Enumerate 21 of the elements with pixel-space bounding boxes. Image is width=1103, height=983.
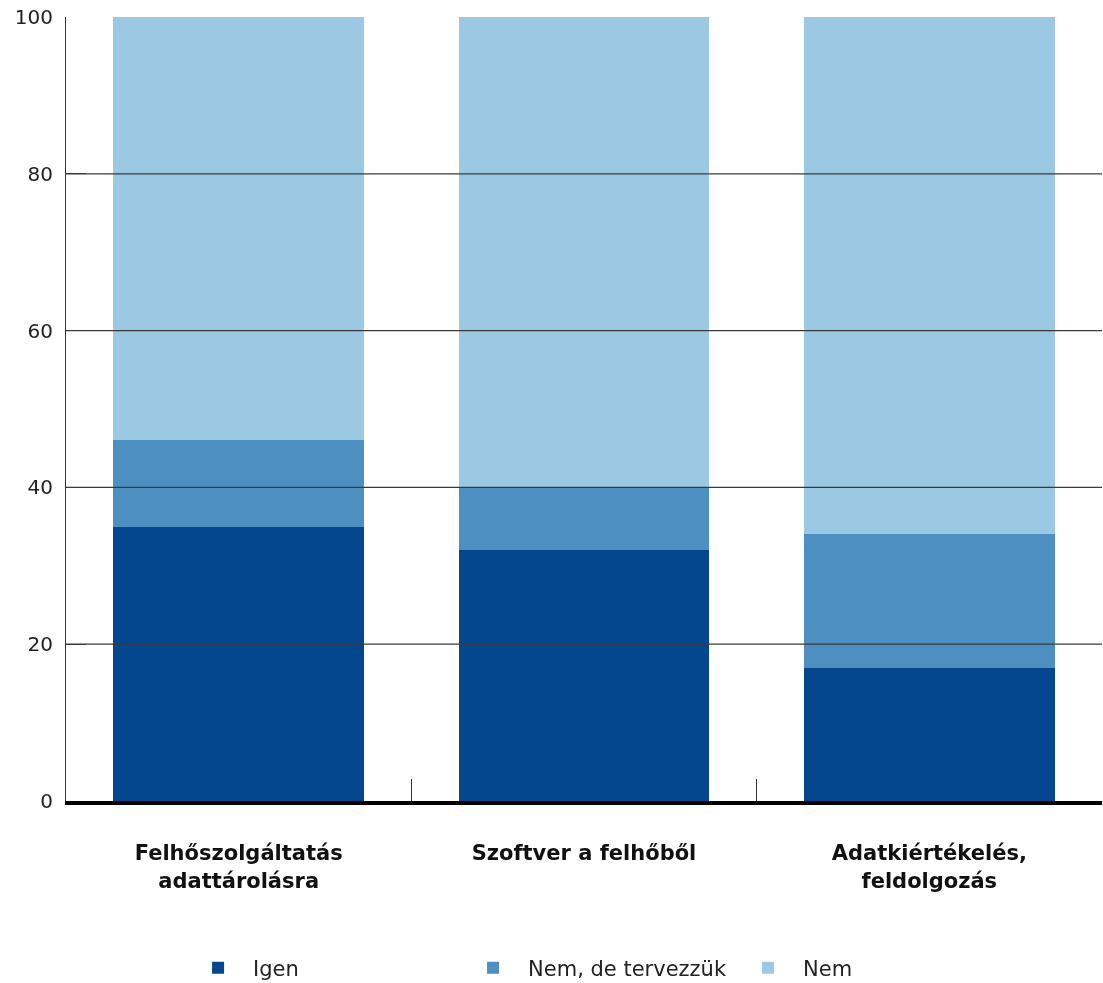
bar	[458, 550, 710, 801]
bar	[113, 526, 365, 801]
bar	[803, 534, 1055, 668]
x-tick-label: Szoftver a felhőből	[471, 841, 697, 866]
legend-label: Nem	[803, 956, 853, 981]
y-tick-label: 40	[27, 475, 53, 500]
y-tick-label: 100	[14, 5, 53, 29]
x-tick-label: Felhőszolgáltatás adattárolásra	[134, 841, 343, 893]
legend-label: Nem, de tervezzük	[528, 956, 727, 981]
bar	[803, 667, 1055, 801]
legend-label: Igen	[253, 956, 299, 981]
bar	[113, 17, 365, 441]
y-tick-label: 80	[27, 161, 53, 186]
y-tick-label: 0	[40, 789, 53, 813]
y-tick-label: 20	[27, 632, 53, 657]
bar	[458, 487, 710, 551]
x-tick-label: Adatkiértékelés, feldolgozás	[831, 841, 1027, 893]
bar	[458, 17, 710, 488]
bar	[803, 17, 1055, 535]
y-tick-label: 60	[27, 318, 53, 343]
bar	[113, 440, 365, 527]
